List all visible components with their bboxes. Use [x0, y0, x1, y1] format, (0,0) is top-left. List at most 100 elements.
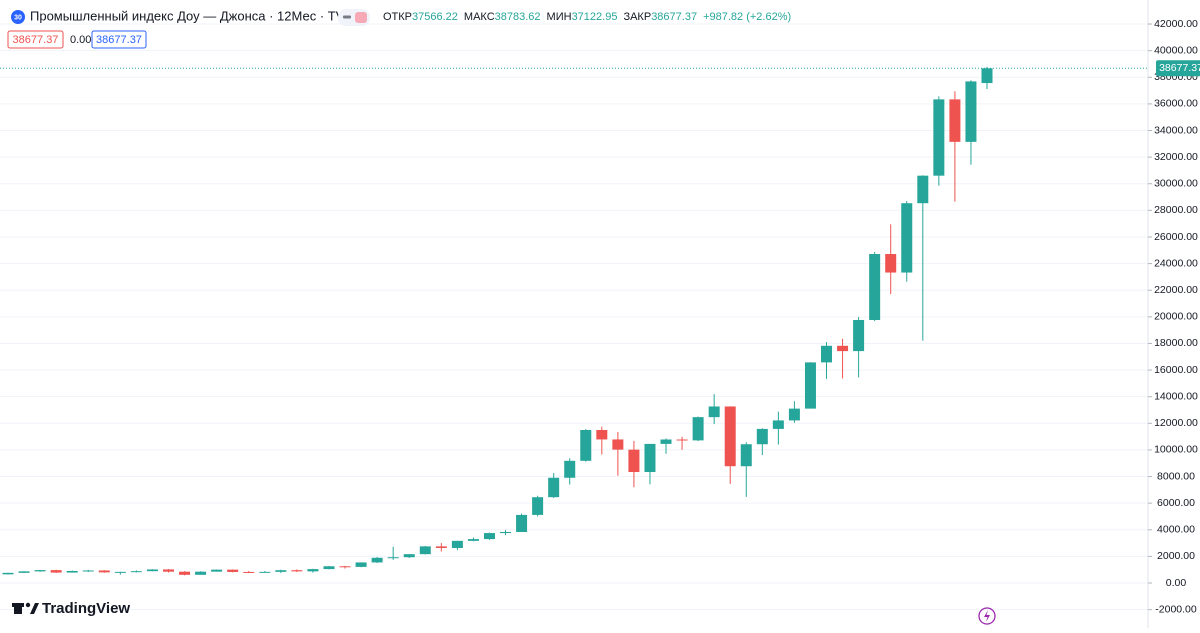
- candle-body: [756, 428, 768, 445]
- price-box-text: 38677.37: [13, 34, 59, 46]
- candle-body: [628, 449, 640, 473]
- symbol-title: Промышленный индекс Доу — Джонса · 12Мес…: [30, 8, 354, 23]
- y-tick-label: 2000.00: [1157, 550, 1195, 562]
- y-tick-label: 26000.00: [1154, 231, 1198, 243]
- candle-body: [965, 81, 977, 142]
- candle-body: [644, 443, 656, 473]
- logo-mark: [30, 603, 39, 614]
- y-tick-label: 6000.00: [1157, 497, 1195, 509]
- symbol-badge-text: 30: [14, 14, 22, 21]
- y-tick-label: 40000.00: [1154, 44, 1198, 56]
- candle-body: [451, 540, 463, 548]
- candles: [0, 66, 1148, 576]
- candle-body: [114, 571, 126, 573]
- logo-mark: [12, 603, 24, 607]
- y-tick-label: 8000.00: [1157, 470, 1195, 482]
- y-tick-label: 22000.00: [1154, 284, 1198, 296]
- candle-body: [901, 203, 913, 273]
- candle-body: [387, 557, 399, 559]
- candle-body: [772, 420, 784, 429]
- y-tick-label: 36000.00: [1154, 98, 1198, 110]
- logo-mark: [25, 602, 31, 608]
- candle-body: [660, 439, 672, 444]
- y-tick-label: 30000.00: [1154, 178, 1198, 190]
- candle-body: [483, 533, 495, 540]
- ohlc-item: ОТКР: [383, 11, 412, 23]
- y-tick-label: 10000.00: [1154, 444, 1198, 456]
- candle-body: [869, 254, 881, 321]
- y-tick-label: 42000.00: [1154, 18, 1198, 30]
- logo: TradingView: [12, 600, 130, 617]
- y-tick-label: 28000.00: [1154, 204, 1198, 216]
- candle-body: [676, 439, 688, 441]
- candle-body: [885, 254, 897, 273]
- candle-body: [146, 569, 158, 572]
- candle-body: [467, 539, 479, 541]
- candle-body: [339, 566, 351, 568]
- candle-body: [981, 68, 993, 84]
- symbol-badge: [11, 10, 25, 24]
- candle-body: [580, 430, 592, 461]
- ohlc-item: +987.82 (+2.62%): [703, 11, 791, 23]
- candle-body: [82, 570, 94, 572]
- candle-body: [227, 569, 239, 572]
- toggle-icon: [343, 15, 351, 19]
- candle-body: [500, 531, 512, 534]
- candle-body: [548, 477, 560, 498]
- candle-body: [516, 514, 528, 532]
- price-box-text: 0.00: [70, 34, 91, 46]
- candle-body: [435, 546, 447, 548]
- candle-body: [66, 570, 78, 573]
- candle-body: [275, 570, 287, 572]
- ohlc-legend: ОТКР37566.22 МАКС38783.62 МИН37122.95 ЗАКР3…: [383, 11, 791, 23]
- y-tick-label: 24000.00: [1154, 257, 1198, 269]
- ohlc-item: МИН: [547, 11, 572, 23]
- candle-body: [355, 562, 367, 567]
- candle-body: [34, 570, 46, 572]
- y-tick-label: 18000.00: [1154, 337, 1198, 349]
- candle-body: [195, 571, 207, 575]
- candle-body: [532, 497, 544, 515]
- candle-body: [933, 99, 945, 176]
- candle-body: [837, 345, 849, 352]
- candle-body: [788, 408, 800, 421]
- y-tick-label: 20000.00: [1154, 311, 1198, 323]
- price-box-text: 38677.37: [96, 34, 142, 46]
- y-tick-label: 34000.00: [1154, 124, 1198, 136]
- candle-body: [307, 569, 319, 572]
- candle-body: [692, 417, 704, 441]
- candle-body: [50, 570, 62, 573]
- candle-body: [98, 570, 110, 573]
- candle-body: [612, 439, 624, 450]
- candle-body: [596, 430, 608, 440]
- candle-body: [18, 571, 30, 573]
- price-box: [7, 30, 64, 49]
- last-price-tag: [1156, 60, 1200, 77]
- ohlc-item: 37566.22: [412, 11, 458, 23]
- candle-body: [740, 444, 752, 467]
- candle-body: [949, 99, 961, 142]
- candle-body: [564, 460, 576, 478]
- candle-body: [917, 175, 929, 204]
- logo-text: TradingView: [42, 600, 130, 617]
- y-tick-label: 14000.00: [1154, 390, 1198, 402]
- toggle-icon: [355, 12, 367, 23]
- y-tick-label: 4000.00: [1157, 524, 1195, 536]
- candle-body: [259, 571, 271, 573]
- candle-body: [853, 320, 865, 352]
- candle-body: [130, 571, 142, 573]
- candle-body: [804, 362, 816, 409]
- candle-body: [2, 572, 14, 575]
- price-box: [91, 30, 147, 49]
- event-icon-bolt: [984, 610, 990, 622]
- y-tick-label: 16000.00: [1154, 364, 1198, 376]
- candle-body: [323, 566, 335, 570]
- ohlc-item: МАКС: [464, 11, 495, 23]
- last-price-text: 38677.37: [1159, 62, 1200, 74]
- candle-body: [211, 569, 223, 572]
- event-icon[interactable]: [978, 607, 996, 625]
- candle-body: [179, 571, 191, 575]
- candle-body: [419, 546, 431, 555]
